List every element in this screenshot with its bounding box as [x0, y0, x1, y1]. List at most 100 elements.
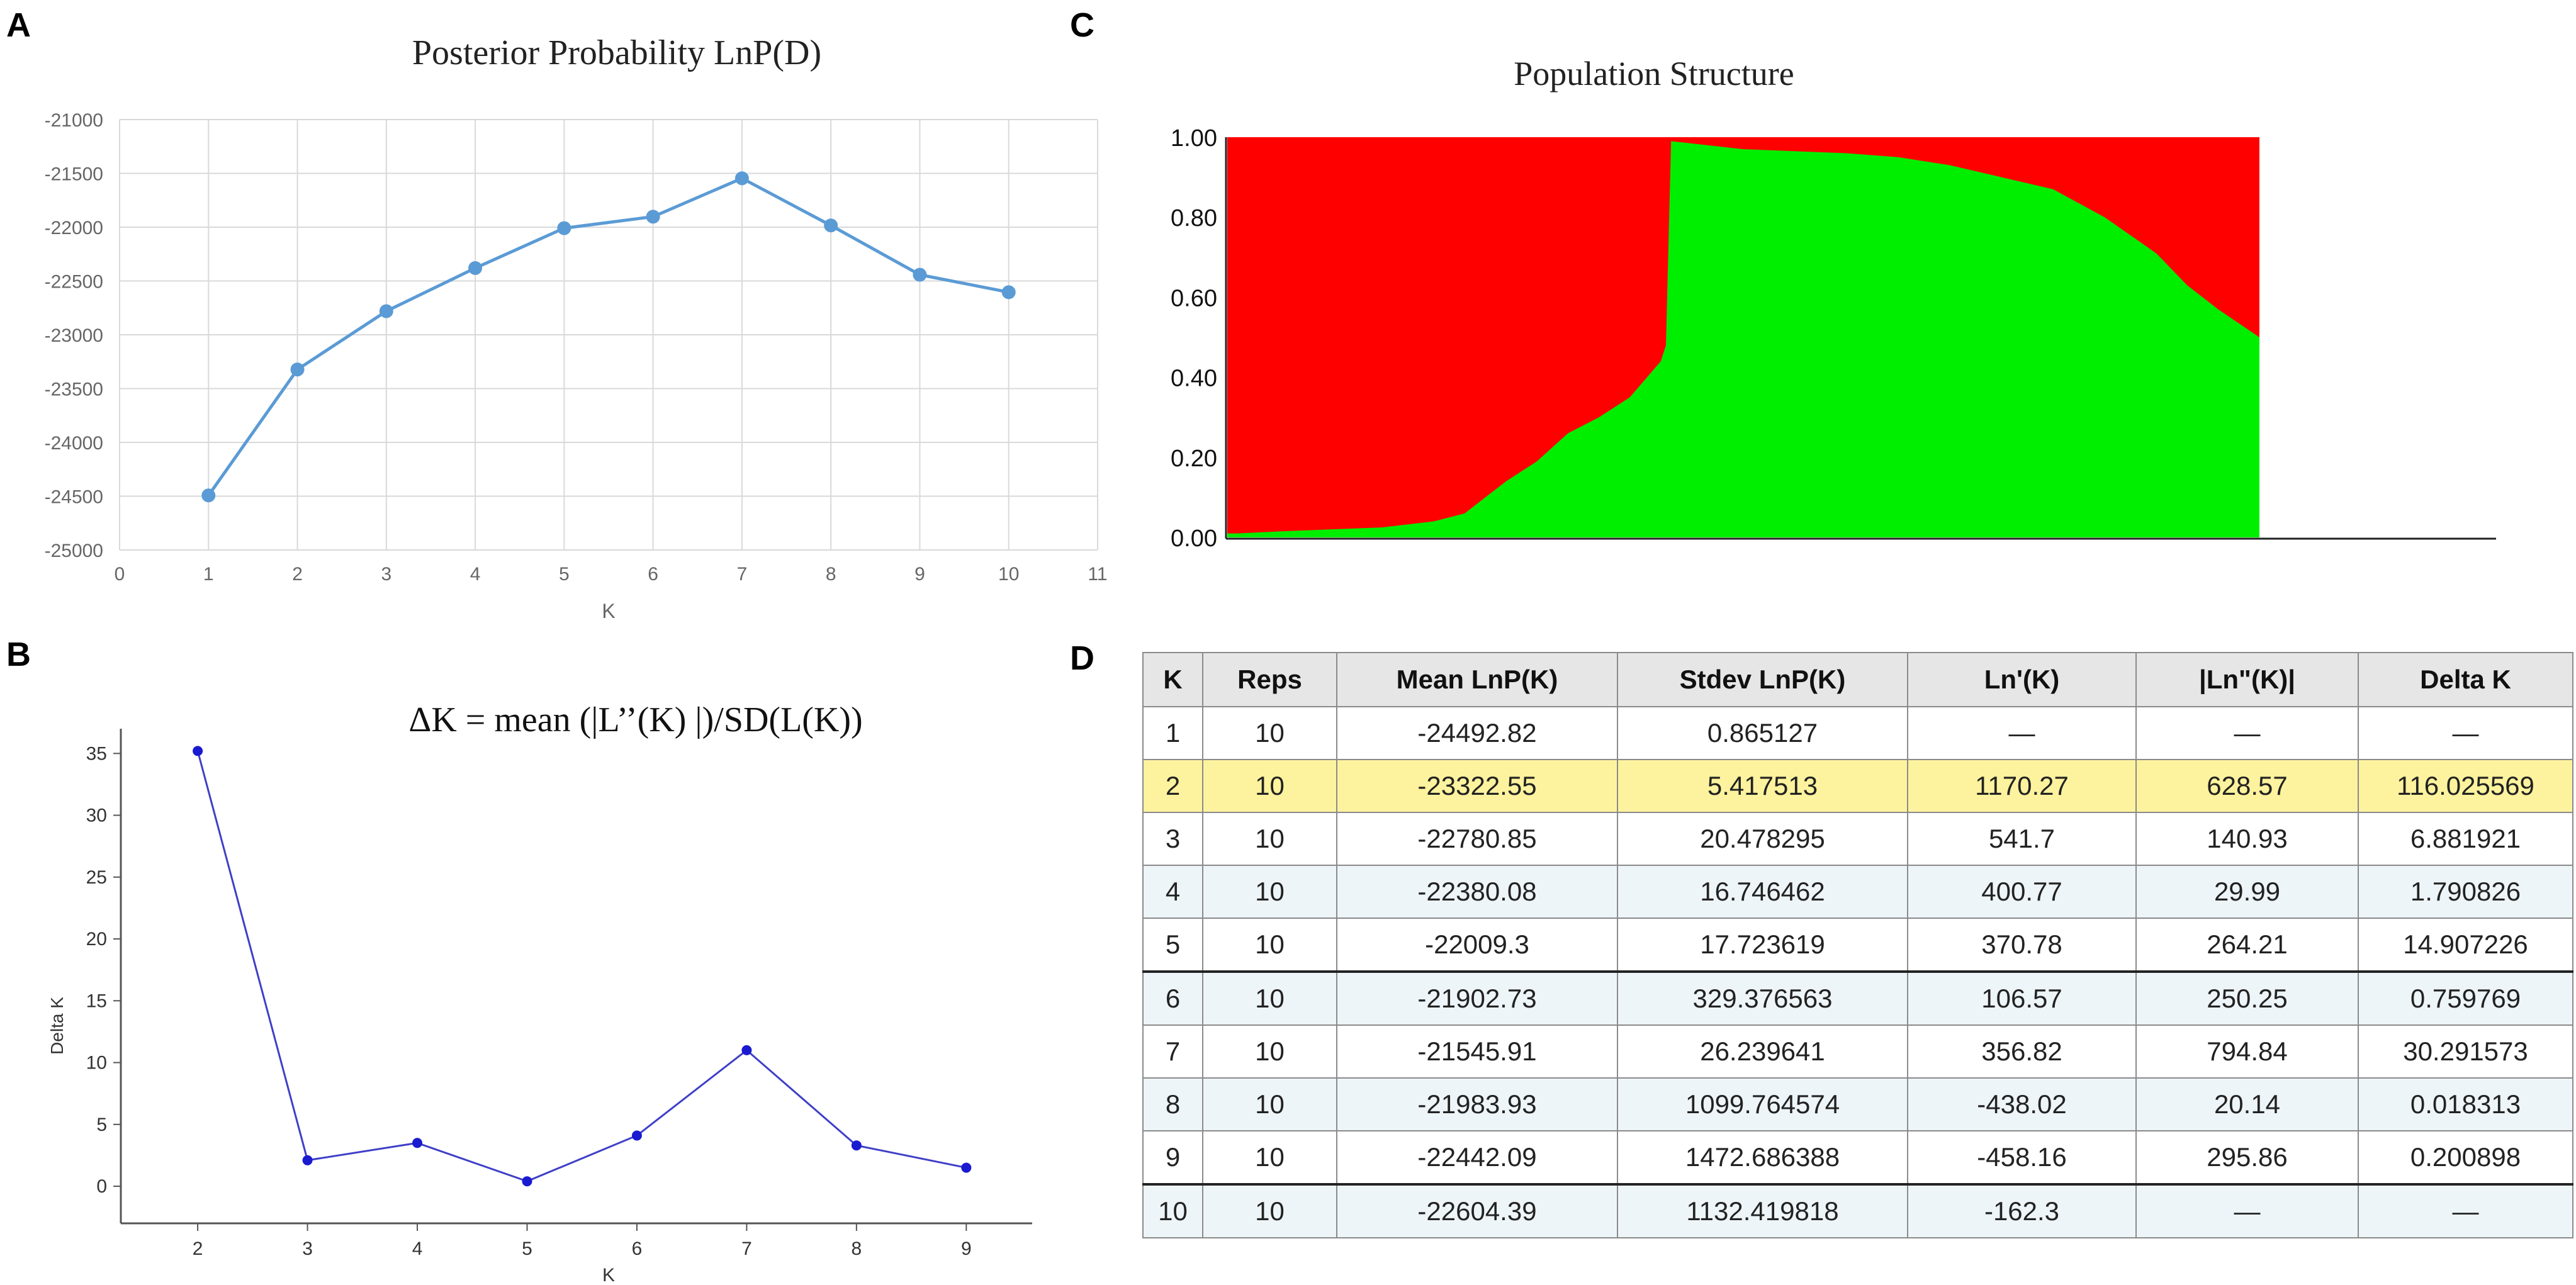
cell-ln-prime: —: [1907, 706, 2137, 760]
chart-a-data-point: [468, 261, 483, 275]
chart-a-points: [201, 171, 1016, 503]
panel-c-chart: C Population Structure 0.000.200.400.600…: [1070, 6, 2496, 552]
chart-b-y-tick-label: 35: [86, 743, 107, 764]
chart-c-cluster-2-area: [1227, 141, 2259, 538]
cell-k: 7: [1142, 1024, 1203, 1079]
chart-c-y-tick-label: 0.60: [1171, 285, 1217, 311]
chart-b-data-point: [302, 1155, 313, 1165]
chart-b-x-tick-label: 5: [522, 1238, 532, 1259]
cell-stdev-lnp: 16.746462: [1617, 865, 1908, 919]
cell-delta-k: 0.018313: [2358, 1077, 2573, 1131]
chart-b-x-label: K: [602, 1265, 615, 1285]
cell-reps: 10: [1202, 1130, 1337, 1186]
chart-b-x-tick-label: 6: [632, 1238, 643, 1259]
cell-ln-double-prime: 20.14: [2135, 1077, 2359, 1131]
cell-ln-double-prime: 794.84: [2135, 1024, 2359, 1079]
chart-b-x-tick-label: 7: [741, 1238, 752, 1259]
cell-mean-lnp: -23322.55: [1336, 759, 1618, 813]
chart-a-x-tick-label: 2: [292, 564, 303, 585]
chart-a-series-line: [207, 176, 1010, 497]
cell-ln-prime: -458.16: [1907, 1130, 2137, 1186]
chart-b-x-ticks: 2 3 4 5 6 7 8 9: [193, 1223, 972, 1259]
chart-a-data-point: [379, 304, 393, 318]
panel-a-chart: A Posterior Probability LnP(D) -25000 -24…: [6, 6, 1108, 622]
cell-ln-double-prime: 264.21: [2135, 917, 2359, 973]
panel-d-letter: D: [1070, 639, 1094, 677]
chart-b-points: [193, 746, 972, 1187]
chart-b-y-tick-label: 15: [86, 990, 107, 1011]
cell-ln-prime: 541.7: [1907, 812, 2137, 866]
cell-delta-k: 0.200898: [2358, 1130, 2573, 1186]
cell-delta-k: 6.881921: [2358, 812, 2573, 866]
chart-b-y-tick-label: 20: [86, 929, 107, 950]
cell-mean-lnp: -21545.91: [1336, 1024, 1618, 1079]
chart-b-x-tick-label: 4: [412, 1238, 423, 1259]
cell-ln-double-prime: 29.99: [2135, 865, 2359, 919]
cell-ln-prime: -438.02: [1907, 1077, 2137, 1131]
cell-k: 8: [1142, 1077, 1203, 1131]
cell-ln-double-prime: 295.86: [2135, 1130, 2359, 1186]
chart-b-y-tick-label: 10: [86, 1053, 107, 1074]
table-row: 6 10 -21902.73 329.376563 106.57 250.25 0.7597…: [1142, 971, 2573, 1026]
panel-c-letter: C: [1070, 6, 1094, 44]
chart-c-y-tick-label: 1.00: [1171, 125, 1217, 152]
chart-b-data-point: [412, 1138, 423, 1148]
cell-stdev-lnp: 0.865127: [1617, 706, 1908, 760]
chart-a-data-point: [290, 362, 305, 377]
col-header-reps: Reps: [1202, 652, 1337, 707]
cell-delta-k: 30.291573: [2358, 1024, 2573, 1079]
panel-b-letter: B: [6, 636, 31, 673]
cell-stdev-lnp: 20.478295: [1617, 812, 1908, 866]
cell-reps: 10: [1202, 917, 1337, 973]
chart-a-x-tick-label: 4: [470, 564, 481, 585]
cell-reps: 10: [1202, 759, 1337, 813]
chart-a-y-tick-label: -21000: [45, 110, 103, 131]
cell-ln-double-prime: 250.25: [2135, 971, 2359, 1026]
chart-c-y-tick-label: 0.00: [1171, 525, 1217, 552]
chart-a-x-label: K: [602, 600, 615, 622]
chart-a-x-tick-label: 8: [826, 564, 836, 585]
cell-ln-double-prime: 140.93: [2135, 812, 2359, 866]
cell-reps: 10: [1202, 1184, 1337, 1238]
cell-ln-double-prime: —: [2135, 1184, 2359, 1238]
chart-a-y-tick-label: -24000: [45, 433, 103, 454]
table-row: 4 10 -22380.08 16.746462 400.77 29.99 1.790826: [1142, 865, 2573, 919]
chart-a-y-tick-label: -23500: [45, 379, 103, 400]
cell-ln-double-prime: —: [2135, 706, 2359, 760]
cell-reps: 10: [1202, 971, 1337, 1026]
col-header-k: K: [1142, 652, 1203, 707]
cell-ln-prime: 106.57: [1907, 971, 2137, 1026]
cell-mean-lnp: -22780.85: [1336, 812, 1618, 866]
cell-k: 6: [1142, 971, 1203, 1026]
cell-mean-lnp: -22380.08: [1336, 865, 1618, 919]
chart-b-x-tick-label: 3: [302, 1238, 313, 1259]
cell-k: 9: [1142, 1130, 1203, 1186]
chart-b-y-tick-label: 30: [86, 805, 107, 826]
cell-mean-lnp: -22009.3: [1336, 917, 1618, 973]
table-row: 1 10 -24492.82 0.865127— — —: [1142, 706, 2573, 760]
col-header-stdev-lnp: Stdev LnP(K): [1617, 652, 1908, 707]
cell-k: 5: [1142, 917, 1203, 973]
chart-b-y-tick-label: 5: [96, 1114, 107, 1135]
chart-a-data-point: [734, 171, 749, 186]
chart-b-series-line: [196, 750, 967, 1182]
cell-reps: 10: [1202, 1077, 1337, 1131]
chart-a-data-point: [1001, 285, 1016, 300]
table-row: 2 10 -23322.55 5.417513 1170.27 628.57 116.025…: [1142, 759, 2573, 813]
cell-k: 10: [1142, 1184, 1203, 1238]
chart-a-data-point: [913, 267, 927, 282]
cell-reps: 10: [1202, 1024, 1337, 1079]
chart-a-title: Posterior Probability LnP(D): [412, 33, 821, 72]
panel-d-letter-wrap: D: [1070, 639, 1094, 677]
cell-ln-prime: -162.3: [1907, 1184, 2137, 1238]
cell-stdev-lnp: 1472.686388: [1617, 1130, 1908, 1186]
chart-a-data-point: [557, 221, 571, 235]
cell-ln-double-prime: 628.57: [2135, 759, 2359, 813]
cell-mean-lnp: -21983.93: [1336, 1077, 1618, 1131]
chart-a-data-point: [824, 218, 838, 233]
cell-k: 2: [1142, 759, 1203, 813]
chart-a-y-tick-label: -25000: [45, 541, 103, 561]
chart-a-x-tick-label: 3: [381, 564, 391, 585]
chart-c-y-ticks: 0.00 0.20 0.40 0.60 0.80 1.00: [1171, 125, 1217, 552]
chart-b-data-point: [961, 1162, 972, 1173]
